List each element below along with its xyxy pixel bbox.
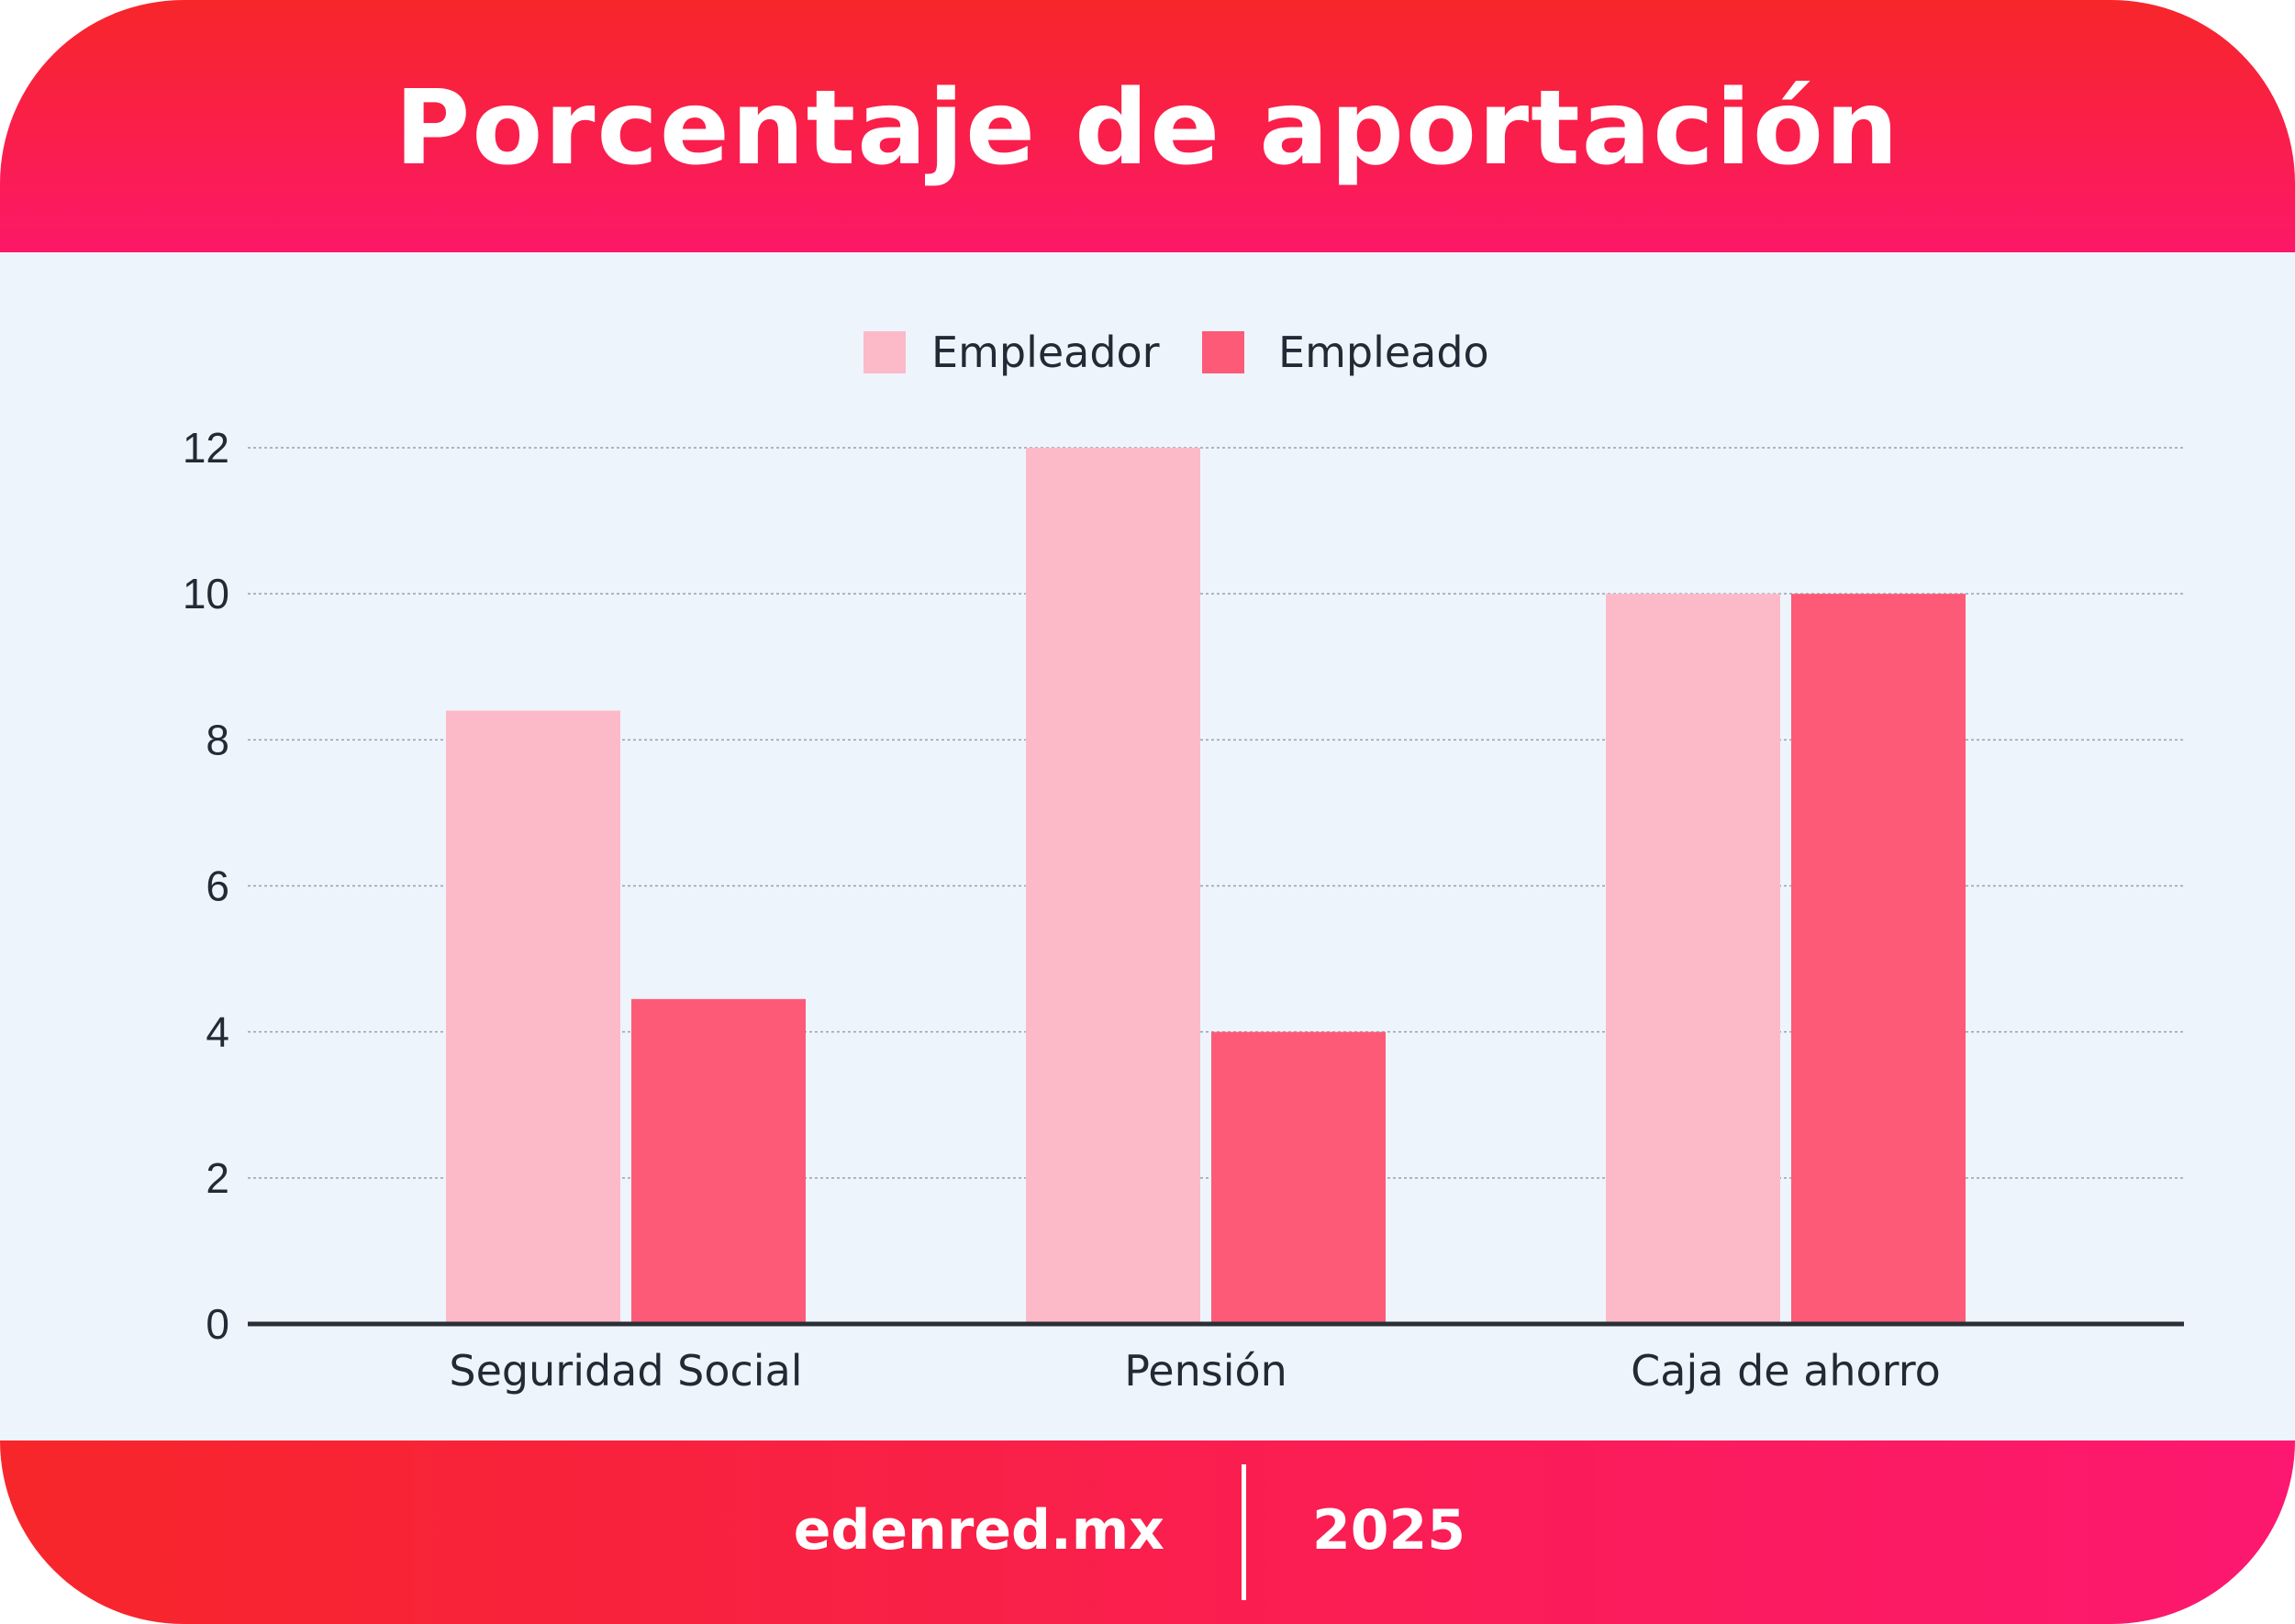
y-tick-label: 6 (206, 862, 229, 910)
y-tick-label: 12 (183, 424, 229, 472)
x-tick-label: Seguridad Social (449, 1346, 802, 1396)
footer-divider (1242, 1464, 1246, 1600)
y-tick-label: 0 (206, 1300, 229, 1348)
bar-empleador (1026, 448, 1200, 1324)
axes: 0 2 4 6 8 10 12 Seguridad Social Pensión Caja de … (183, 424, 2184, 1396)
bar-empleado (1791, 594, 1966, 1324)
legend-label: Empleado (1278, 328, 1489, 377)
bar-empleador (446, 710, 620, 1324)
footer-year: 2025 (1312, 1498, 1465, 1563)
y-tick-label: 4 (206, 1008, 229, 1056)
x-tick-label: Pensión (1124, 1346, 1287, 1396)
legend-swatch-empleado (1202, 331, 1244, 373)
bar-empleado (1211, 1031, 1386, 1324)
page-title: Porcentaje de aportación (395, 69, 1900, 188)
legend: Empleador Empleado (863, 328, 1489, 377)
footer-site[interactable]: edenred.mx (793, 1498, 1164, 1563)
bar-empleado (631, 998, 806, 1324)
bar-empleador (1606, 594, 1780, 1324)
legend-swatch-empleador (863, 331, 906, 373)
x-tick-label: Caja de ahorro (1631, 1346, 1941, 1396)
y-tick-label: 2 (206, 1154, 229, 1202)
legend-label: Empleador (931, 328, 1160, 377)
y-tick-label: 8 (206, 716, 229, 763)
footer-banner (0, 1440, 2295, 1624)
header-banner (0, 0, 2295, 252)
bars (446, 448, 1966, 1324)
y-tick-label: 10 (183, 570, 229, 617)
